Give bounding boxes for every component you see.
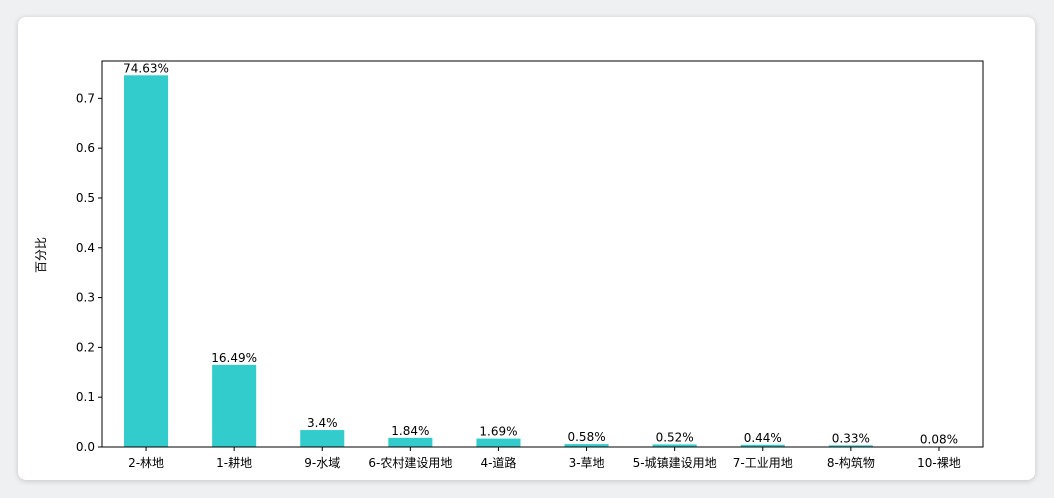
- x-tick-label: 9-水域: [304, 456, 340, 470]
- x-tick-label: 5-城镇建设用地: [633, 456, 717, 470]
- data-labels: 74.63% 16.49% 3.4% 1.84% 1.69% 0.58% 0.52% 0.44…: [123, 61, 958, 446]
- y-tick-label: 0.1: [76, 390, 95, 404]
- bar: [740, 444, 785, 447]
- y-tick-label: 0.5: [76, 191, 95, 205]
- y-axis-label: 百分比: [34, 237, 48, 273]
- y-tick-label: 0.2: [76, 340, 95, 354]
- y-tick-label: 0.3: [76, 291, 95, 305]
- bar: [212, 364, 257, 447]
- data-label: 74.63%: [123, 61, 169, 75]
- data-label: 1.69%: [479, 425, 517, 439]
- data-label: 16.49%: [211, 351, 257, 365]
- bar: [388, 437, 433, 447]
- bar: [476, 438, 521, 447]
- x-tick-label: 4-道路: [480, 455, 516, 470]
- x-tick-label: 2-林地: [128, 456, 164, 470]
- x-tick-label: 6-农村建设用地: [368, 456, 452, 470]
- plot-frame: [101, 60, 984, 448]
- data-label: 0.44%: [744, 431, 782, 445]
- x-axis: 2-林地 1-耕地 9-水域 6-农村建设用地 4-道路 3-草地 5-城镇建设用地 7-工业…: [128, 447, 961, 470]
- x-tick-label: 7-工业用地: [733, 456, 793, 470]
- data-label: 3.4%: [307, 416, 338, 430]
- data-label: 0.52%: [656, 430, 694, 444]
- y-tick-label: 0.6: [76, 141, 95, 155]
- data-label: 0.08%: [920, 433, 958, 447]
- x-tick-label: 10-裸地: [917, 455, 961, 470]
- x-tick-label: 3-草地: [569, 456, 605, 470]
- x-tick-label: 1-耕地: [216, 455, 252, 470]
- bar: [124, 75, 169, 448]
- data-label: 1.84%: [391, 424, 429, 438]
- chart-card: [18, 17, 1035, 480]
- bar: [652, 444, 697, 447]
- bar: [564, 444, 609, 447]
- y-tick-label: 0.0: [76, 440, 95, 454]
- y-tick-label: 0.4: [76, 241, 95, 255]
- data-label: 0.58%: [567, 430, 605, 444]
- y-tick-label: 0.7: [76, 91, 95, 105]
- bars: [124, 75, 961, 448]
- data-label: 0.33%: [832, 431, 870, 445]
- x-tick-label: 8-构筑物: [827, 455, 875, 470]
- bar: [828, 445, 873, 447]
- y-axis: 0.0 0.1 0.2 0.3 0.4 0.5 0.6 0.7: [76, 91, 102, 454]
- bar: [300, 430, 345, 447]
